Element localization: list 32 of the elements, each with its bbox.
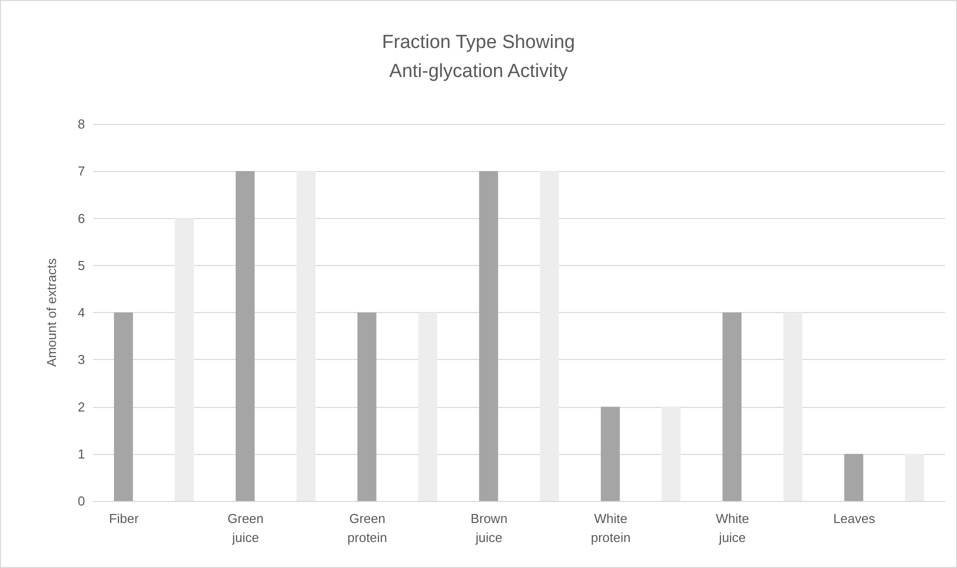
x-tick-label: Fiber <box>109 511 140 526</box>
y-tick-label: 1 <box>78 446 85 462</box>
bar <box>662 406 681 501</box>
bar <box>600 406 620 501</box>
bar <box>540 171 559 501</box>
bar <box>236 171 255 501</box>
chart-title: Fraction Type Showing Anti-glycation Activity <box>382 32 575 82</box>
x-tick-label: Green protein <box>347 511 388 545</box>
bar <box>722 312 742 501</box>
bar <box>479 171 498 501</box>
y-tick-label: 3 <box>78 352 85 368</box>
x-tick-label: White juice <box>716 511 750 545</box>
x-tick-label: White protein <box>590 511 631 545</box>
y-tick-label: 4 <box>78 305 85 320</box>
y-tick-label: 8 <box>78 116 85 132</box>
bar <box>174 218 194 501</box>
bar <box>783 312 802 501</box>
x-tick-label: Green juice <box>228 511 264 545</box>
x-tick-label: Leaves <box>833 511 876 526</box>
bar <box>418 312 438 501</box>
bar <box>844 454 864 501</box>
y-tick-label: 2 <box>78 399 85 414</box>
x-tick-label: Brown juice <box>470 511 508 545</box>
y-tick-label: 5 <box>78 258 85 273</box>
y-axis-title: Amount of extracts <box>44 258 59 367</box>
bar <box>296 171 316 501</box>
bar <box>357 312 376 501</box>
bar <box>114 312 133 501</box>
y-tick-label: 0 <box>78 494 85 508</box>
bar <box>905 454 924 501</box>
y-tick-label: 7 <box>78 164 85 179</box>
y-tick-label: 6 <box>78 210 85 226</box>
